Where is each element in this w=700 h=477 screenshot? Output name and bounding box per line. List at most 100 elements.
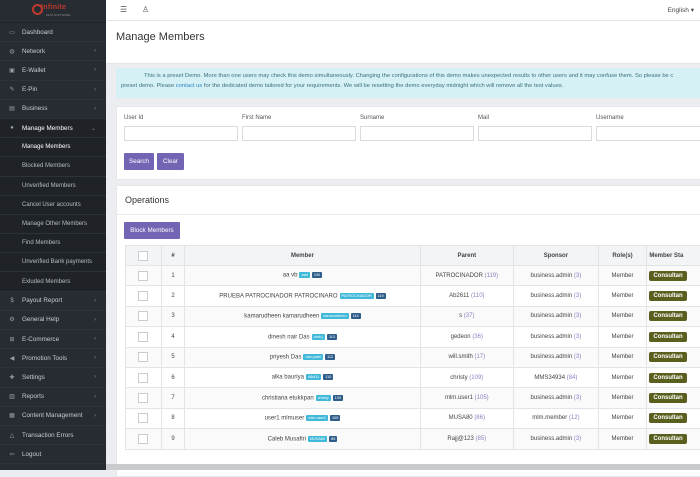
sidebar-item-exluded-members[interactable]: Exluded Members (0, 272, 106, 291)
row-checkbox-cell[interactable] (126, 347, 162, 367)
sidebar-item-manage-other-members[interactable]: Manage Other Members (0, 215, 106, 234)
clear-button[interactable]: Clear (157, 153, 184, 170)
status-badge[interactable]: Consultan (649, 434, 686, 444)
parent-name[interactable]: Ab2611 (449, 293, 469, 299)
col-header-parent[interactable]: Parent (420, 246, 514, 266)
sidebar-item-unverified-members[interactable]: Unverified Members (0, 177, 106, 196)
member-name[interactable]: dinesh nair Das (268, 334, 310, 340)
sponsor-name[interactable]: business.admin (531, 313, 573, 319)
member-name[interactable]: kamarudheen kamarudheen (244, 314, 319, 320)
sponsor-name[interactable]: business.admin (531, 334, 573, 340)
member-name[interactable]: aa vb (283, 273, 298, 279)
sponsor-name[interactable]: business.admin (531, 354, 573, 360)
row-checkbox-cell[interactable] (126, 286, 162, 306)
member-name[interactable]: PRUEBA PATROCINADOR PATROCINARO (219, 293, 337, 299)
status-badge[interactable]: Consultan (649, 413, 686, 423)
sidebar-item-promotion-tools[interactable]: ◀Promotion Tools› (0, 349, 106, 368)
row-checkbox[interactable] (138, 352, 148, 362)
member-name[interactable]: priyesh Das (270, 355, 302, 361)
sponsor-name[interactable]: business.admin (531, 293, 573, 299)
sidebar-item-e-commerce[interactable]: ⊞E-Commerce› (0, 330, 106, 349)
sidebar-item-general-help[interactable]: ⚙General Help› (0, 311, 106, 330)
row-checkbox[interactable] (138, 373, 148, 383)
row-checkbox[interactable] (138, 271, 148, 281)
member-name[interactable]: user1 mlmuser (265, 416, 305, 422)
row-checkbox-cell[interactable] (126, 408, 162, 428)
row-checkbox[interactable] (138, 393, 148, 403)
parent-name[interactable]: christy (450, 375, 467, 381)
member-name[interactable]: alka bauriya (272, 375, 304, 381)
col-header-sponsor[interactable]: Sponsor (514, 246, 599, 266)
mail-input[interactable] (478, 126, 592, 141)
language-dropdown[interactable]: English ▾ (668, 6, 694, 14)
sponsor-name[interactable]: mlm.member (532, 415, 567, 421)
row-checkbox-cell[interactable] (126, 388, 162, 408)
col-header-member-status[interactable]: Member Sta (647, 246, 700, 266)
sponsor-name[interactable]: MMS34934 (534, 375, 565, 381)
row-checkbox[interactable] (138, 311, 148, 321)
surname-input[interactable] (360, 126, 474, 141)
sidebar-item-find-members[interactable]: Find Members (0, 234, 106, 253)
sponsor-name[interactable]: business.admin (531, 436, 573, 442)
sidebar-item-manage-members[interactable]: ●Manage Members⌄ (0, 119, 106, 138)
row-checkbox[interactable] (138, 413, 148, 423)
sidebar-item-e-wallet[interactable]: ▣E-Wallet› (0, 61, 106, 80)
first-name-input[interactable] (242, 126, 356, 141)
member-name[interactable]: Caleb Musafiri (268, 436, 306, 442)
sidebar-item-transaction-errors[interactable]: △Transaction Errors (0, 426, 106, 445)
parent-name[interactable]: MUSA80 (449, 415, 473, 421)
sidebar-item-e-pin[interactable]: ✎E-Pin› (0, 81, 106, 100)
parent-name[interactable]: mlm.user1 (445, 395, 473, 401)
select-all-checkbox[interactable] (138, 251, 148, 261)
sidebar-item-business[interactable]: ▤Business› (0, 100, 106, 119)
sidebar-item-settings[interactable]: ✚Settings› (0, 368, 106, 387)
horizontal-scrollbar[interactable] (106, 464, 700, 470)
sidebar-item-network[interactable]: ◍Network› (0, 42, 106, 61)
row-checkbox-cell[interactable] (126, 306, 162, 326)
username-input[interactable] (596, 126, 700, 141)
row-checkbox-cell[interactable] (126, 429, 162, 449)
row-checkbox[interactable] (138, 291, 148, 301)
col-header-number[interactable]: # (161, 246, 185, 266)
parent-name[interactable]: s (459, 313, 462, 319)
user-icon[interactable]: ♙ (142, 5, 149, 14)
status-badge[interactable]: Consultan (649, 291, 686, 301)
search-button[interactable]: Search (124, 153, 154, 170)
parent-name[interactable]: Rajj@123 (447, 436, 473, 442)
parent-name[interactable]: PATROCINADOR (435, 273, 482, 279)
menu-toggle-icon[interactable]: ☰ (120, 5, 127, 14)
sidebar-item-cancel-user-accounts[interactable]: Cancel User accounts (0, 196, 106, 215)
status-badge[interactable]: Consultan (649, 311, 686, 321)
sidebar-item-content-management[interactable]: ▦Content Management› (0, 407, 106, 426)
sidebar-item-unverified-bank-payments[interactable]: Unverified Bank payments (0, 253, 106, 272)
status-badge[interactable]: Consultan (649, 373, 686, 383)
status-badge[interactable]: Consultan (649, 332, 686, 342)
sidebar-item-dashboard[interactable]: ▭Dashboard (0, 23, 106, 42)
sidebar-item-payout-report[interactable]: $Payout Report› (0, 292, 106, 311)
user-id-input[interactable] (124, 126, 238, 141)
sponsor-name[interactable]: business.admin (531, 395, 573, 401)
parent-name[interactable]: will.smith (448, 354, 472, 360)
row-checkbox[interactable] (138, 332, 148, 342)
sidebar-item-blocked-members[interactable]: Blocked Members (0, 157, 106, 176)
col-header-roles[interactable]: Role(s) (598, 246, 647, 266)
contact-us-link[interactable]: contact us (176, 83, 202, 89)
sidebar-item-logout[interactable]: ⇦Logout (0, 445, 106, 464)
status-badge[interactable]: Consultan (649, 352, 686, 362)
select-all-checkbox-cell[interactable] (126, 246, 162, 266)
status-badge[interactable]: Consultan (649, 271, 686, 281)
row-checkbox-cell[interactable] (126, 327, 162, 347)
col-header-member[interactable]: Member (185, 246, 420, 266)
sidebar-item-reports[interactable]: ▥Reports› (0, 388, 106, 407)
sidebar-item-manage-members[interactable]: Manage Members (0, 138, 106, 157)
parent-name[interactable]: gedeon (451, 334, 471, 340)
